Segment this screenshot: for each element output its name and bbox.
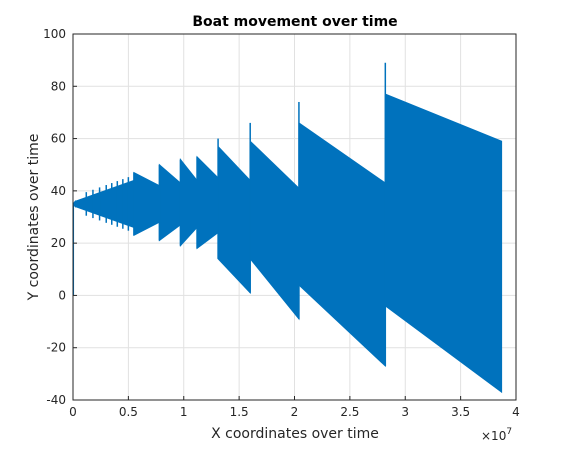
chart-title: Boat movement over time [192, 14, 397, 30]
x-tick-label: 3 [401, 405, 409, 419]
y-tick-label: 0 [58, 288, 66, 302]
x-tick-label: 0 [69, 405, 77, 419]
x-tick-label: 1 [180, 405, 188, 419]
x-exponent-power: 7 [506, 427, 512, 437]
y-tick-label: 40 [51, 184, 66, 198]
x-tick-label: 0.5 [119, 405, 138, 419]
series-area [72, 62, 503, 394]
x-tick-label: 3.5 [451, 405, 470, 419]
x-tick-label: 2 [291, 405, 299, 419]
x-exponent-base: ×10 [481, 429, 506, 443]
y-tick-label: 60 [51, 132, 66, 146]
y-tick-label: -20 [46, 341, 66, 355]
x-tick-label: 2.5 [340, 405, 359, 419]
x-axis-ticks: 0 0.5 1 1.5 2 2.5 3 3.5 4 [69, 396, 520, 419]
y-tick-label: -40 [46, 393, 66, 407]
x-axis-label: X coordinates over time [211, 426, 379, 442]
y-axis-label: Y coordinates over time [26, 134, 42, 302]
x-tick-label: 4 [512, 405, 520, 419]
y-tick-label: 20 [51, 236, 66, 250]
y-tick-label: 80 [51, 79, 66, 93]
y-tick-label: 100 [43, 27, 66, 41]
x-axis-exponent: ×107 [481, 427, 512, 443]
y-axis-ticks: -40 -20 0 20 40 60 80 100 [43, 27, 77, 407]
x-tick-label: 1.5 [230, 405, 249, 419]
